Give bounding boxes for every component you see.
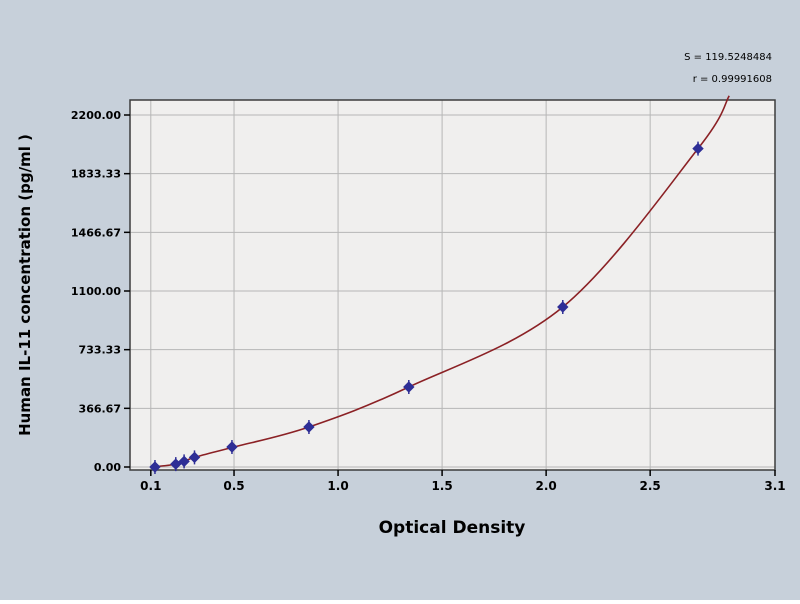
plot-area-background [130,100,775,470]
y-tick-label: 366.67 [79,402,121,415]
y-axis-label: Human IL-11 concentration (pg/ml ) [16,134,34,436]
grid-lines [130,100,776,470]
data-point-marker [692,142,704,155]
fit-stat-standard-error: S = 119.5248484 [684,52,772,63]
data-point-marker [149,461,161,473]
data-point-marker [170,458,182,470]
y-tick-label: 0.00 [94,461,121,474]
y-tick-label: 733.33 [79,344,121,357]
y-tick-label: 1466.67 [71,226,121,239]
data-point-marker [303,421,315,433]
x-tick-label: 2.5 [640,479,661,493]
x-axis-label: Optical Density [379,518,526,538]
y-tick-label: 1833.33 [71,168,121,181]
x-tick-label: 0.5 [223,479,244,493]
x-tick-label: 0.1 [140,479,161,493]
data-point-marker [403,381,415,393]
plot-area-border [129,99,776,471]
axis-ticks: 0.00 366.67 733.33 1100.00 1466.67 1833.33 220… [71,109,786,493]
data-point-marker [226,441,238,453]
x-tick-label: 1.5 [431,479,452,493]
data-point-marker [188,451,201,464]
x-tick-label: 3.1 [764,479,785,493]
x-tick-label: 1.0 [327,479,348,493]
y-tick-label: 2200.00 [71,109,121,122]
data-point-marker [178,455,190,468]
data-points [149,141,704,474]
x-tick-label: 2.0 [535,479,556,493]
fit-stat-correlation: r = 0.99991608 [693,74,772,85]
data-point-marker [557,301,569,313]
y-tick-label: 1100.00 [71,285,121,298]
